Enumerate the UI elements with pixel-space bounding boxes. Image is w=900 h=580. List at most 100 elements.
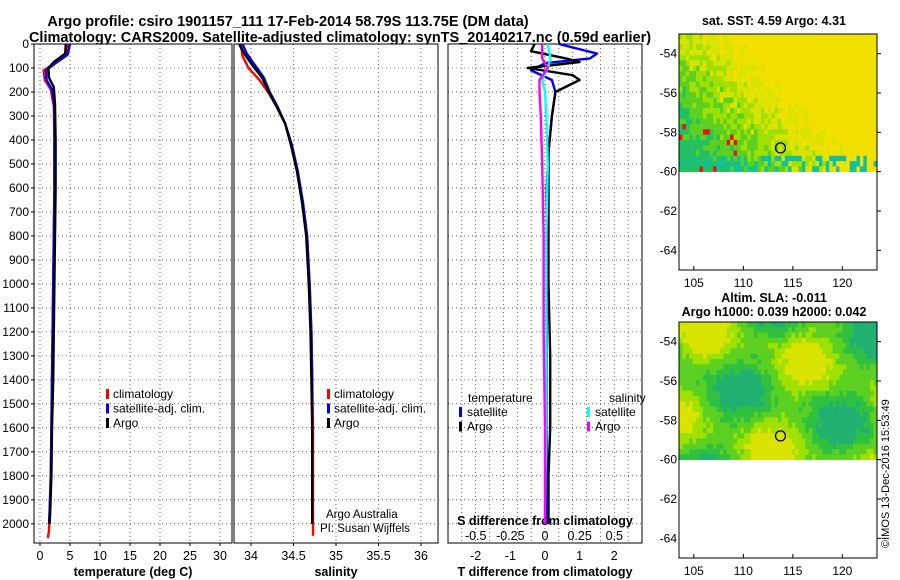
- map-cell: [846, 65, 850, 72]
- map-cell: [747, 134, 751, 141]
- map-cell: [719, 139, 724, 146]
- map-cell: [740, 422, 745, 429]
- map-cell: [750, 443, 755, 450]
- map-cell: [726, 327, 731, 333]
- map-cell: [774, 422, 779, 429]
- map-cell: [812, 92, 816, 98]
- map-cell: [723, 129, 728, 135]
- map-cell: [771, 44, 775, 51]
- map-cell: [836, 155, 840, 162]
- map-cell: [812, 348, 816, 355]
- map-cell: [788, 161, 792, 167]
- map-cell: [682, 369, 687, 376]
- map-cell: [829, 76, 833, 82]
- map-cell: [815, 150, 820, 157]
- map-cell: [798, 65, 803, 72]
- map-cell: [842, 71, 847, 77]
- map-cell: [696, 369, 700, 376]
- map-cell: [764, 86, 769, 93]
- map-cell: [788, 86, 792, 93]
- map-cell: [873, 134, 878, 141]
- map-cell: [692, 86, 697, 93]
- map-cell: [808, 332, 813, 339]
- map-cell: [788, 92, 792, 98]
- map-cell: [767, 401, 772, 408]
- map-cell: [798, 401, 803, 408]
- map-cell: [706, 71, 711, 77]
- map-cell: [836, 81, 840, 88]
- map-cell: [842, 443, 847, 450]
- map-cell: [781, 443, 786, 450]
- map-cell: [699, 92, 704, 98]
- map-cell: [856, 406, 861, 413]
- map-cell: [726, 374, 731, 381]
- map-cell: [702, 364, 707, 370]
- map-cell: [706, 417, 711, 423]
- map-cell: [839, 359, 844, 365]
- map-cell: [822, 443, 827, 450]
- map-cell: [737, 380, 741, 386]
- map-cell: [747, 55, 751, 61]
- map-cell: [706, 124, 711, 130]
- map-cell: [870, 71, 874, 77]
- difference-panel: -2 -1 0 1 2-0.5 -0.25 0 0.25 0.5S difference fro…: [447, 42, 646, 579]
- depth-tick-label: 600: [9, 181, 29, 195]
- map-cell: [743, 113, 748, 120]
- map-cell: [863, 348, 868, 355]
- map-cell: [699, 359, 704, 365]
- map-cell: [870, 65, 874, 72]
- map-cell: [812, 76, 816, 82]
- map-cell: [685, 385, 690, 392]
- map-cell: [825, 348, 830, 355]
- map-cell: [685, 60, 690, 67]
- map-cell: [760, 348, 765, 355]
- map-cell: [771, 401, 775, 408]
- map-cell: [737, 374, 741, 381]
- map-cell: [730, 65, 734, 72]
- map-cell: [812, 71, 816, 77]
- map-cell: [771, 49, 775, 56]
- map-cell: [709, 454, 714, 460]
- map-cell: [873, 427, 878, 434]
- map-cell: [771, 134, 775, 141]
- map-cell: [764, 97, 769, 104]
- map-cell: [781, 390, 786, 397]
- map-cell: [805, 139, 810, 146]
- map-cell: [774, 412, 779, 418]
- map-cell: [795, 129, 799, 135]
- map-cell: [856, 337, 861, 344]
- map-cell: [859, 417, 864, 423]
- map-cell: [774, 427, 779, 434]
- map-cell: [737, 92, 741, 98]
- profile-line-argo: [47, 43, 67, 524]
- map-cell: [699, 406, 704, 413]
- map-cell: [781, 150, 786, 157]
- map-cell: [839, 343, 844, 349]
- map-cell: [795, 97, 799, 104]
- profile-line-s-argo: [538, 44, 549, 524]
- map-cell: [750, 150, 755, 157]
- map-cell: [760, 385, 765, 392]
- map-cell: [682, 380, 687, 386]
- map-cell: [706, 150, 711, 157]
- map-cell: [754, 380, 758, 386]
- map-cell: [689, 145, 693, 151]
- map-cell: [750, 76, 755, 82]
- map-cell: [812, 369, 816, 376]
- map-cell: [685, 102, 690, 109]
- map-cell: [832, 374, 837, 381]
- map-cell: [825, 81, 830, 88]
- map-cell: [747, 118, 751, 125]
- map-cell: [699, 353, 704, 360]
- map-cell: [788, 76, 792, 82]
- map-cell: [733, 76, 738, 82]
- map-cell: [798, 118, 803, 125]
- map-cell: [778, 81, 782, 88]
- map-cell: [740, 65, 745, 72]
- map-cell: [778, 97, 782, 104]
- map-cell: [849, 417, 854, 423]
- map-cell: [726, 118, 731, 125]
- map-cell: [771, 118, 775, 125]
- map-cell: [740, 92, 745, 98]
- map-cell: [846, 139, 850, 146]
